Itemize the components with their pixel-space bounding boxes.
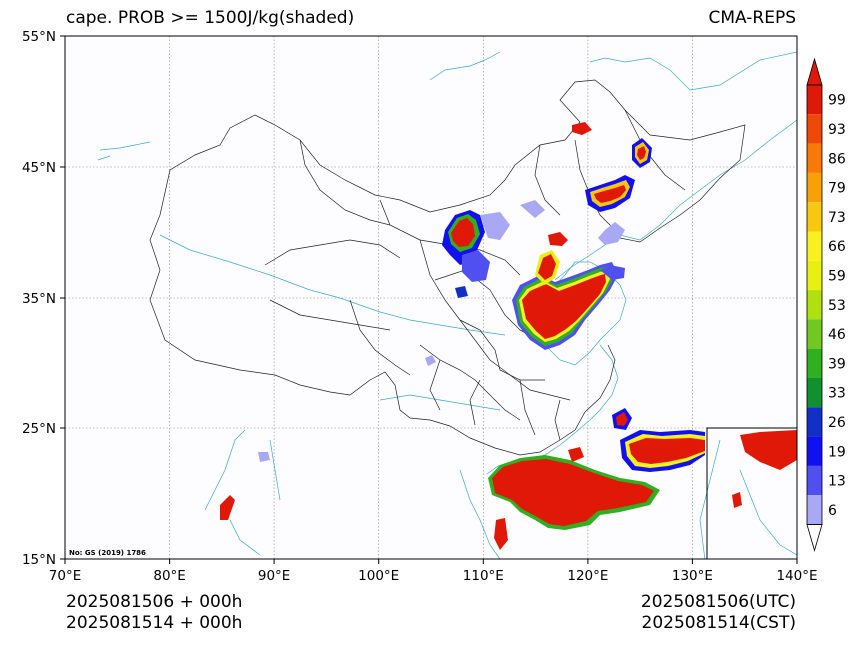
- colorbar-segment: [807, 231, 822, 261]
- colorbar-label: 86: [828, 151, 846, 167]
- colorbar-segment: [807, 436, 822, 466]
- colorbar-segment: [807, 143, 822, 173]
- colorbar-segment: [807, 465, 822, 496]
- colorbar-segment: [807, 85, 822, 115]
- colorbar-label: 59: [828, 268, 846, 284]
- valid-time-cst: 2025081514(CST): [641, 613, 796, 633]
- colorbar-segment: [807, 319, 822, 349]
- colorbar-label: 79: [828, 181, 846, 197]
- lon-label: 100°E: [358, 568, 399, 584]
- colorbar-segment: [807, 378, 822, 408]
- colorbar-segment: [807, 407, 822, 437]
- lon-label: 90°E: [258, 568, 290, 584]
- colorbar-segment: [807, 260, 822, 291]
- lon-label: 140°E: [776, 568, 817, 584]
- colorbar-segment: [807, 172, 822, 203]
- colorbar-label: 99: [828, 93, 846, 109]
- map-title: cape. PROB >= 1500J/kg(shaded): [66, 8, 355, 28]
- colorbar-label: 13: [828, 474, 846, 490]
- colorbar-label: 26: [828, 415, 846, 431]
- init-time-line-1: 2025081506 + 000h: [66, 592, 243, 612]
- colorbar-frame: [806, 84, 823, 525]
- colorbar: 99 93 86 79 73 66 59 53 46 39 33 26 19 13 6: [806, 57, 846, 552]
- lon-label: 110°E: [463, 568, 504, 584]
- colorbar-label: 66: [828, 239, 846, 255]
- map-approval-note: No: GS (2019) 1786: [69, 549, 146, 557]
- colorbar-label: 53: [828, 298, 846, 314]
- inset-frame: [706, 427, 797, 559]
- init-time-footer: 2025081506 + 000h 2025081514 + 000h: [66, 592, 242, 634]
- colorbar-segment: [807, 114, 822, 144]
- probability-shading: [220, 122, 797, 550]
- lat-label: 15°N: [22, 552, 56, 568]
- colorbar-label: 39: [828, 356, 846, 372]
- colorbar-segment: [807, 348, 822, 378]
- colorbar-extend-max: [806, 57, 823, 86]
- lon-label: 70°E: [49, 568, 81, 584]
- colorbar-label: 33: [828, 386, 846, 402]
- lat-label: 25°N: [22, 421, 56, 437]
- colorbar-segment: [807, 290, 822, 320]
- colorbar-label: 73: [828, 210, 846, 226]
- model-name: CMA-REPS: [708, 8, 796, 28]
- colorbar-label: 6: [828, 503, 837, 519]
- lat-label: 35°N: [22, 291, 56, 307]
- colorbar-extend-min: [806, 524, 823, 552]
- colorbar-label: 93: [828, 122, 846, 138]
- valid-time-footer: 2025081506(UTC) 2025081514(CST): [641, 592, 796, 634]
- lon-label: 80°E: [153, 568, 185, 584]
- axis-ticks: [60, 35, 798, 564]
- lat-label: 45°N: [22, 160, 56, 176]
- graticule: [65, 36, 797, 559]
- valid-time-utc: 2025081506(UTC): [640, 592, 796, 612]
- colorbar-segment: [807, 202, 822, 232]
- colorbar-label: 46: [828, 327, 846, 343]
- lat-label: 55°N: [22, 29, 56, 45]
- init-time-line-2: 2025081514 + 000h: [66, 613, 243, 633]
- colorbar-segment: [807, 495, 822, 525]
- lon-label: 120°E: [567, 568, 608, 584]
- colorbar-label: 19: [828, 444, 846, 460]
- coastlines: [97, 51, 797, 559]
- map-background: [65, 36, 797, 559]
- lon-label: 130°E: [672, 568, 713, 584]
